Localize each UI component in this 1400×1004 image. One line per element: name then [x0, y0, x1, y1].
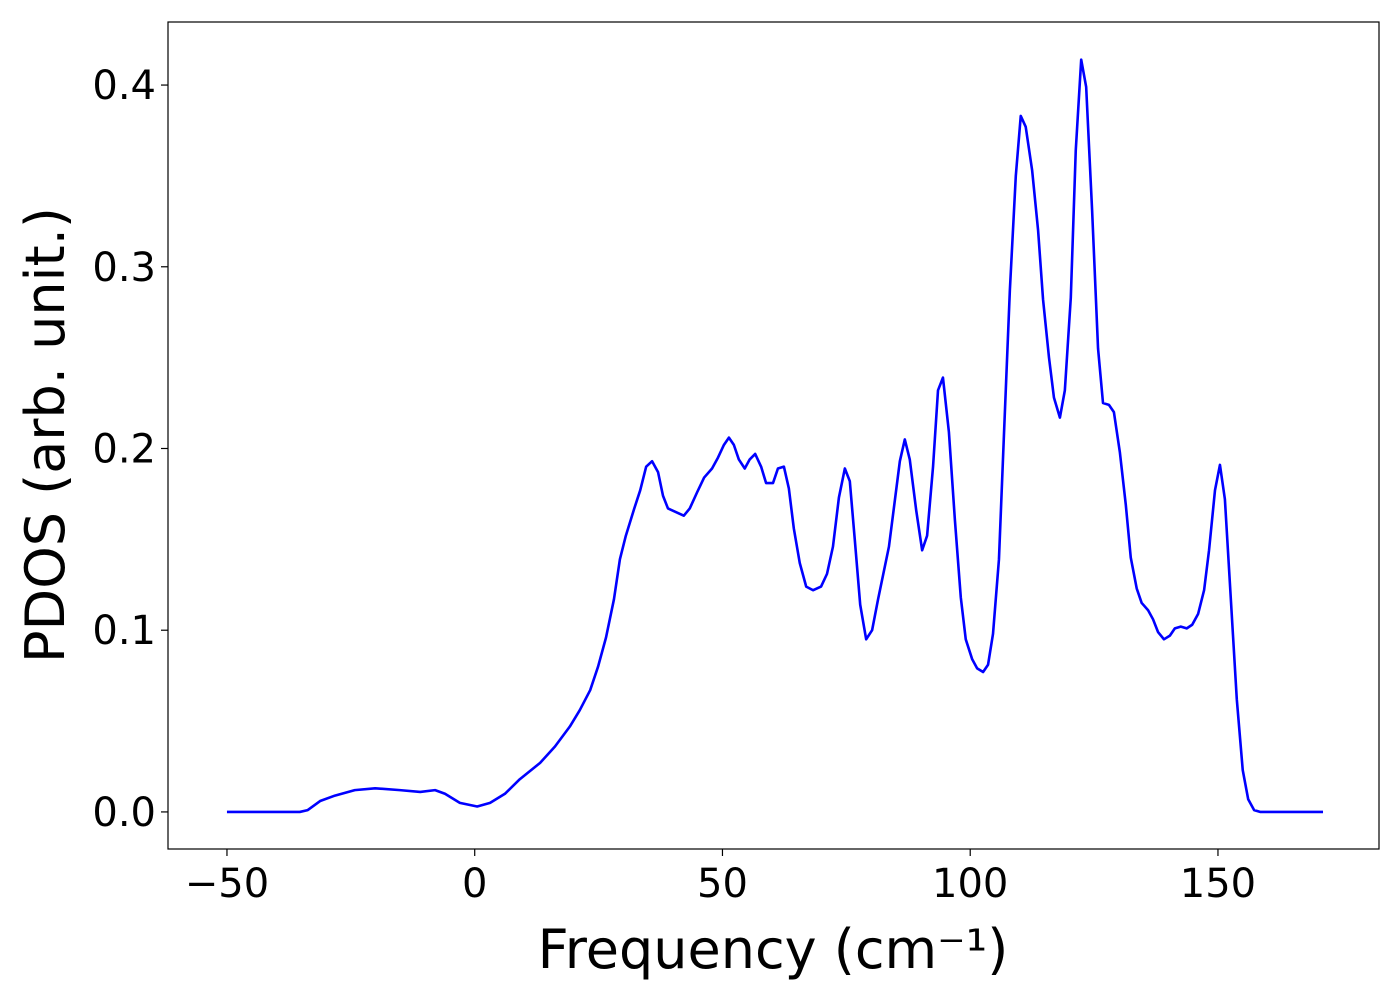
y-tick-label: 0.3: [92, 245, 156, 291]
x-tick-label: 0: [462, 861, 487, 907]
x-tick-label: 150: [1180, 861, 1256, 907]
y-tick-label: 0.2: [92, 426, 156, 472]
x-axis-label: Frequency (cm⁻¹): [538, 918, 1009, 981]
x-tick-label: 50: [697, 861, 748, 907]
y-tick-label: 0.1: [92, 608, 156, 654]
x-tick-label: −50: [185, 861, 269, 907]
y-tick-label: 0.4: [92, 63, 156, 109]
y-tick-label: 0.0: [92, 790, 156, 836]
plot-frame: [167, 21, 1380, 850]
data-line: [226, 58, 1324, 814]
y-axis-label: PDOS (arb. unit.): [14, 207, 77, 663]
x-tick-label: 100: [932, 861, 1008, 907]
